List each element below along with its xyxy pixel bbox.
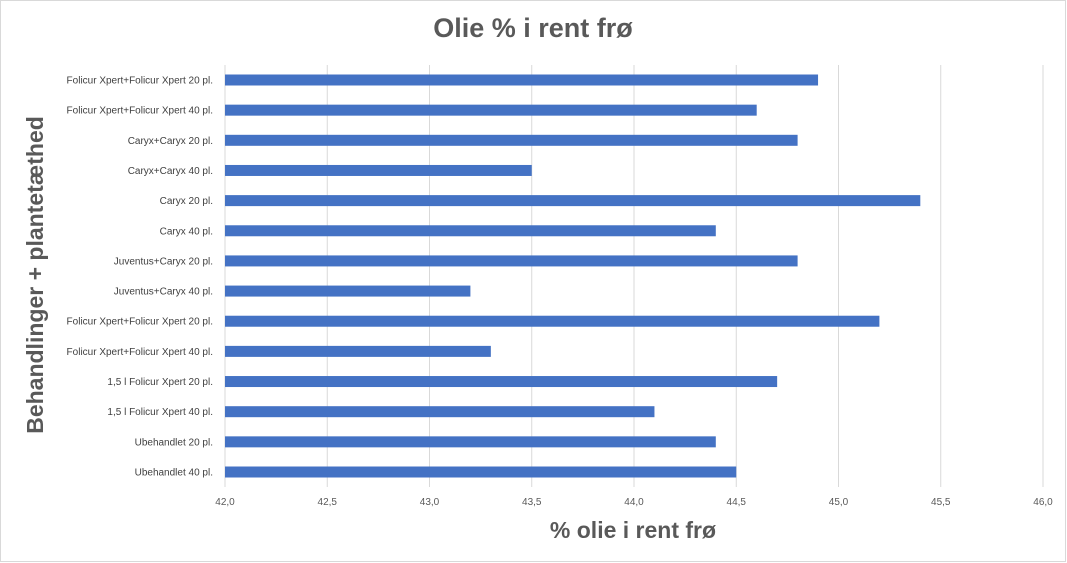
bar [225, 74, 819, 86]
category-label: Caryx 20 pl. [160, 196, 213, 207]
category-label: 1,5 l Folicur Xpert 20 pl. [107, 377, 213, 388]
x-tick-label: 45,0 [829, 497, 849, 508]
bar [225, 466, 737, 478]
category-label: Caryx+Caryx 40 pl. [128, 166, 213, 177]
category-label: Caryx 40 pl. [160, 226, 213, 237]
category-label: Folicur Xpert+Folicur Xpert 20 pl. [67, 76, 213, 87]
category-label: Juventus+Caryx 20 pl. [114, 256, 213, 267]
x-tick-label: 42,0 [215, 497, 235, 508]
x-tick-label: 46,0 [1033, 497, 1053, 508]
x-tick-labels: 42,0 42,5 43,0 43,5 44,0 44,5 45,0 45,5 46,0 [215, 497, 1053, 508]
bar [225, 225, 716, 237]
bar [225, 255, 798, 267]
category-label: Folicur Xpert+Folicur Xpert 40 pl. [67, 347, 213, 358]
category-label: 1,5 l Folicur Xpert 40 pl. [107, 407, 213, 418]
chart-title: Olie % i rent frø [433, 13, 633, 43]
category-label: Folicur Xpert+Folicur Xpert 20 pl. [67, 317, 213, 328]
category-label: Juventus+Caryx 40 pl. [114, 287, 213, 298]
gridlines [224, 65, 1044, 487]
category-label: Caryx+Caryx 20 pl. [128, 136, 213, 147]
x-tick-label: 44,5 [727, 497, 747, 508]
x-tick-label: 45,5 [931, 497, 951, 508]
bar [225, 315, 880, 327]
bar [225, 345, 491, 357]
category-label: Folicur Xpert+Folicur Xpert 40 pl. [67, 106, 213, 117]
bar [225, 436, 716, 448]
x-tick-label: 43,0 [420, 497, 440, 508]
bar [225, 134, 798, 146]
bar [225, 164, 532, 176]
bar [225, 285, 471, 297]
y-axis-title: Behandlinger + plantetæthed [22, 116, 48, 434]
bar [225, 195, 921, 207]
x-tick-label: 42,5 [318, 497, 338, 508]
x-tick-label: 43,5 [522, 497, 542, 508]
bar [225, 406, 655, 418]
bars [225, 74, 921, 478]
bar [225, 104, 757, 116]
x-tick-label: 44,0 [624, 497, 644, 508]
category-label: Ubehandlet 40 pl. [135, 468, 213, 479]
category-label: Ubehandlet 20 pl. [135, 437, 213, 448]
x-axis-title: % olie i rent frø [550, 517, 716, 543]
category-labels: Folicur Xpert+Folicur Xpert 20 pl. Folicu… [67, 76, 213, 479]
bar [225, 376, 778, 388]
